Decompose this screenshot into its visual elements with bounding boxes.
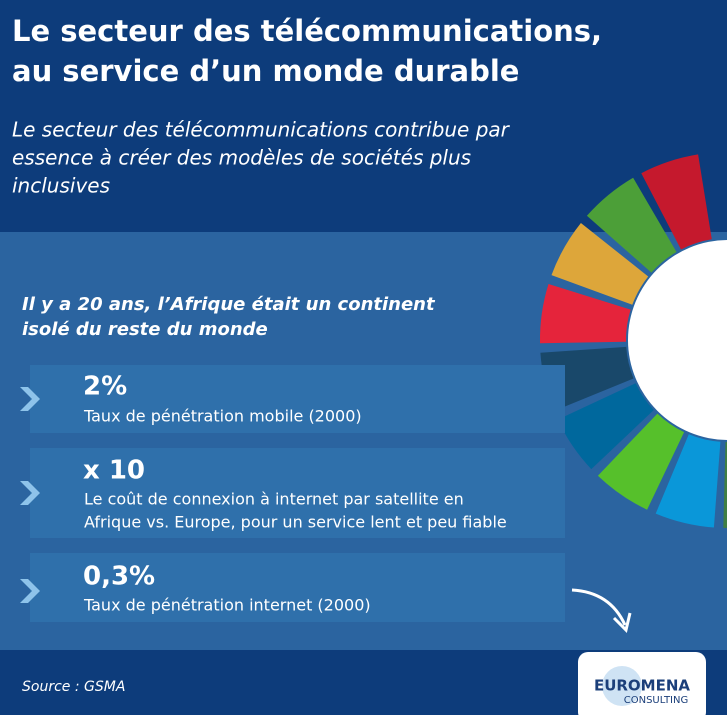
source: Source : GSMA: [22, 679, 125, 695]
wheel-segment: [597, 413, 685, 510]
wheel-center: [628, 240, 727, 440]
sdg-wheel: [539, 154, 727, 528]
stat-panel: 0,3% Taux de pénétration internet (2000): [20, 553, 565, 622]
chevron: [20, 481, 40, 505]
wheel-segment: [641, 154, 712, 250]
title: Le secteur des télécommunications,: [12, 14, 602, 48]
stat-value: 0,3%: [83, 562, 155, 592]
subtitle: essence à créer des modèles de sociétés …: [12, 146, 471, 170]
stat-description: Le coût de connexion à internet par sate…: [84, 490, 464, 509]
stat-description: Taux de pénétration internet (2000): [83, 596, 371, 615]
logo-globe: [602, 666, 642, 706]
logo-box: [578, 652, 706, 719]
panel: [30, 448, 565, 538]
wheel-segment: [655, 434, 721, 528]
section-heading: isolé du reste du monde: [22, 319, 268, 340]
stat-value: 2%: [83, 372, 127, 402]
wheel-segment: [557, 383, 654, 470]
stat-panel: x 10 Le coût de connexion à internet par…: [20, 448, 565, 538]
chevron: [20, 579, 40, 603]
panel: [30, 365, 565, 433]
chevron: [20, 387, 40, 411]
stat-description: Afrique vs. Europe, pour un service lent…: [84, 513, 507, 532]
section-heading: Il y a 20 ans, l’Afrique était un contin…: [22, 294, 436, 315]
subtitle: Le secteur des télécommunications contri…: [12, 118, 511, 142]
stat-panel: 2% Taux de pénétration mobile (2000): [20, 365, 565, 433]
title: au service d’un monde durable: [12, 54, 519, 88]
arrow-head: [612, 612, 632, 633]
panel: [30, 553, 565, 622]
stat-value: x 10: [83, 456, 145, 486]
logo-text: CONSULTING: [624, 695, 688, 706]
wheel-segment: [723, 441, 727, 528]
wheel-segment: [586, 177, 677, 273]
header-band: [0, 0, 727, 232]
arrow: [571, 588, 627, 626]
wheel-segment: [539, 284, 631, 344]
subtitle: inclusives: [12, 174, 110, 198]
logo-text: EUROMENA: [594, 677, 690, 695]
stat-description: Taux de pénétration mobile (2000): [83, 407, 362, 426]
wheel-segment: [551, 223, 649, 305]
